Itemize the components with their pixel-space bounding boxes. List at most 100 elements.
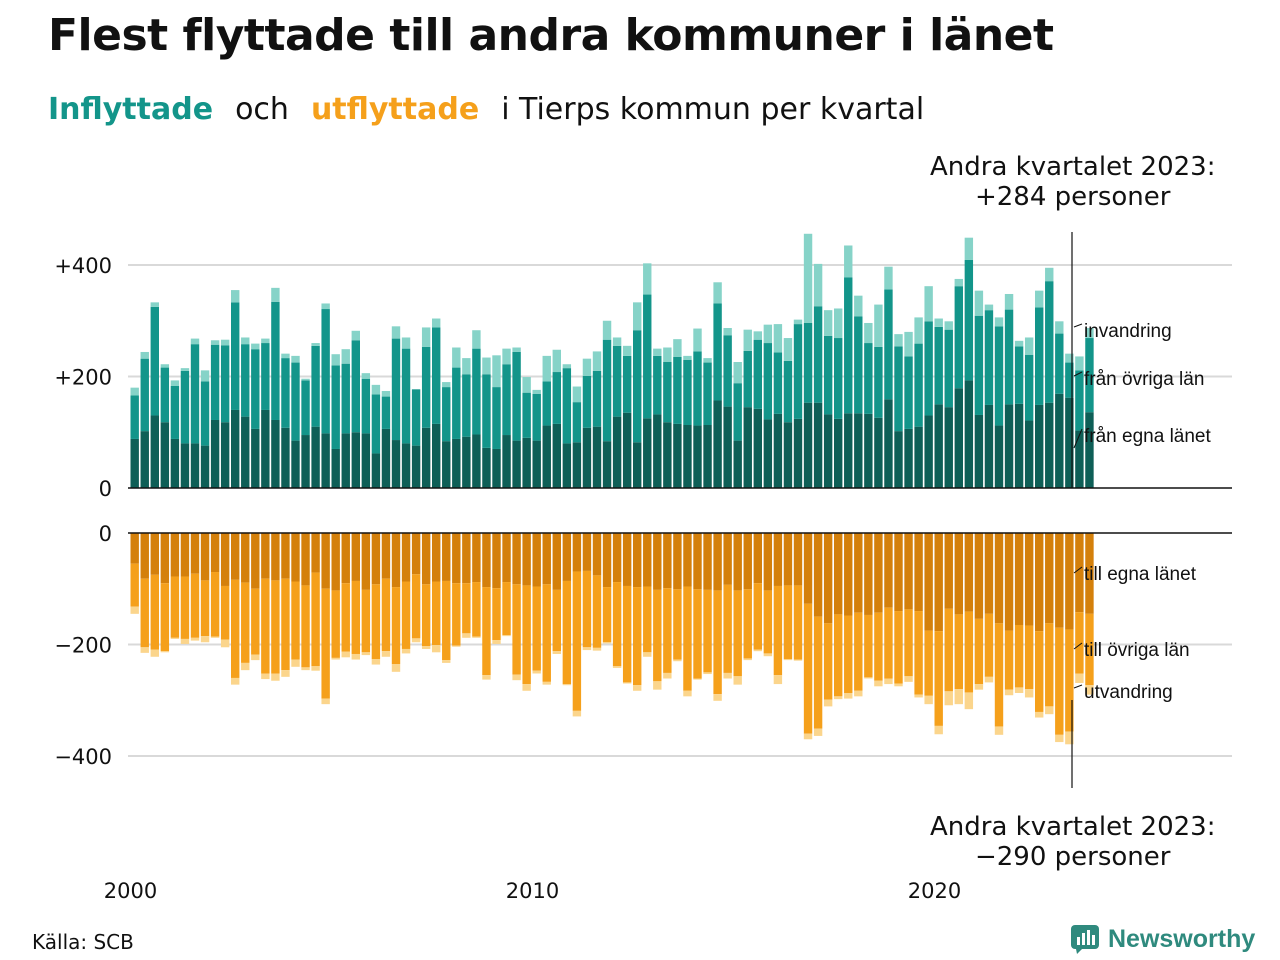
bar-in-ovriga	[381, 396, 391, 429]
bar-out-utvandring	[924, 695, 933, 705]
bar-in-egna	[793, 418, 803, 488]
bar-in-ovriga	[291, 362, 300, 441]
series-label-out: till egna länet	[1084, 564, 1197, 585]
bar-out-utvandring	[964, 692, 974, 710]
bar-out-ovriga	[1024, 625, 1034, 690]
brand-logo[interactable]: Newsworthy	[1070, 924, 1255, 954]
bar-in-invandring	[622, 345, 632, 356]
bar-in-egna	[512, 440, 521, 488]
bar-in-invandring	[653, 348, 662, 356]
bar-out-utvandring	[160, 651, 170, 653]
bar-out-egna	[823, 533, 833, 624]
bar-in-egna	[371, 453, 381, 488]
bar-out-egna	[220, 533, 230, 586]
bar-out-utvandring	[622, 682, 632, 684]
bar-out-egna	[864, 533, 873, 615]
bar-out-egna	[1045, 533, 1054, 624]
bar-in-egna	[241, 416, 250, 488]
bar-out-ovriga	[914, 611, 923, 695]
bar-out-ovriga	[874, 612, 883, 681]
bar-out-ovriga	[492, 588, 501, 641]
bar-out-egna	[803, 533, 813, 604]
bar-out-utvandring	[361, 652, 371, 656]
bar-out-egna	[924, 533, 933, 631]
bar-out-utvandring	[1004, 689, 1014, 696]
bar-out-ovriga	[1065, 629, 1074, 732]
bar-out-ovriga	[864, 614, 873, 678]
bar-in-egna	[763, 419, 773, 488]
bar-out-utvandring	[271, 673, 280, 681]
bar-in-egna	[381, 428, 391, 488]
bar-in-ovriga	[190, 344, 200, 444]
bar-in-invandring	[190, 338, 200, 345]
subtitle-och: och	[235, 92, 289, 127]
axes: 0 +200 +400 0 −200 −400 2000 2010 2020	[54, 254, 1232, 903]
bar-out-utvandring	[210, 636, 220, 638]
bar-in-egna	[462, 436, 471, 488]
annotation-top-line2: +284 personer	[974, 182, 1171, 212]
bar-out-egna	[261, 533, 270, 579]
bar-out-ovriga	[1045, 623, 1054, 707]
bar-out-ovriga	[974, 618, 984, 685]
bar-in-ovriga	[874, 346, 883, 418]
bar-in-invandring	[522, 377, 531, 393]
bar-out-ovriga	[984, 613, 994, 677]
bar-in-invandring	[391, 326, 401, 339]
bar-in-ovriga	[703, 362, 712, 426]
bar-in-ovriga	[502, 364, 511, 436]
bar-out-utvandring	[904, 676, 913, 682]
bar-out-egna	[512, 533, 521, 585]
bar-in-invandring	[994, 317, 1004, 327]
bar-out-ovriga	[643, 586, 652, 653]
y-tick-label-top: +200	[54, 366, 112, 390]
series-label-in: invandring	[1084, 321, 1172, 342]
bar-out-utvandring	[723, 672, 732, 679]
bar-out-egna	[522, 533, 531, 586]
x-tick-label: 2010	[506, 879, 559, 903]
bar-out-ovriga	[773, 585, 783, 676]
bar-out-ovriga	[653, 589, 662, 682]
bar-out-ovriga	[944, 608, 953, 692]
bar-out-ovriga	[271, 580, 280, 674]
bar-out-utvandring	[301, 667, 310, 671]
bar-in-invandring	[954, 278, 963, 287]
bar-in-ovriga	[582, 375, 592, 428]
bar-out-utvandring	[512, 674, 521, 681]
bar-out-egna	[622, 533, 632, 586]
bar-out-egna	[612, 533, 622, 583]
bar-in-invandring	[743, 329, 752, 351]
bar-in-ovriga	[924, 321, 933, 416]
bar-out-egna	[552, 533, 561, 590]
bar-out-egna	[673, 533, 682, 590]
bar-out-utvandring	[703, 672, 712, 675]
bar-in-ovriga	[140, 358, 149, 432]
bar-in-invandring	[934, 318, 943, 327]
bar-in-ovriga	[210, 344, 220, 420]
subtitle-utflyttade: utflyttade	[310, 92, 480, 127]
bar-out-utvandring	[351, 653, 360, 660]
bar-in-ovriga	[823, 335, 833, 415]
bar-in-ovriga	[934, 326, 943, 405]
bar-out-egna	[241, 533, 250, 583]
bar-in-invandring	[401, 337, 411, 349]
bar-out-ovriga	[1075, 612, 1084, 674]
bar-in-egna	[351, 432, 360, 488]
bar-in-ovriga	[411, 389, 421, 446]
bar-out-utvandring	[643, 652, 652, 657]
bar-in-ovriga	[803, 322, 813, 403]
bar-in-egna	[592, 426, 602, 488]
bar-in-invandring	[301, 378, 310, 381]
bar-out-egna	[341, 533, 350, 584]
bar-in-invandring	[864, 322, 873, 344]
bar-out-ovriga	[1085, 613, 1094, 686]
bar-out-utvandring	[562, 684, 572, 686]
bar-in-egna	[944, 407, 953, 488]
bar-in-egna	[844, 413, 853, 488]
bar-out-ovriga	[432, 581, 441, 646]
bar-in-invandring	[783, 338, 793, 361]
bar-in-ovriga	[271, 301, 280, 420]
bar-out-egna	[291, 533, 300, 582]
bar-in-ovriga	[1045, 281, 1054, 403]
bar-in-invandring	[452, 347, 461, 368]
bar-out-utvandring	[673, 659, 682, 662]
